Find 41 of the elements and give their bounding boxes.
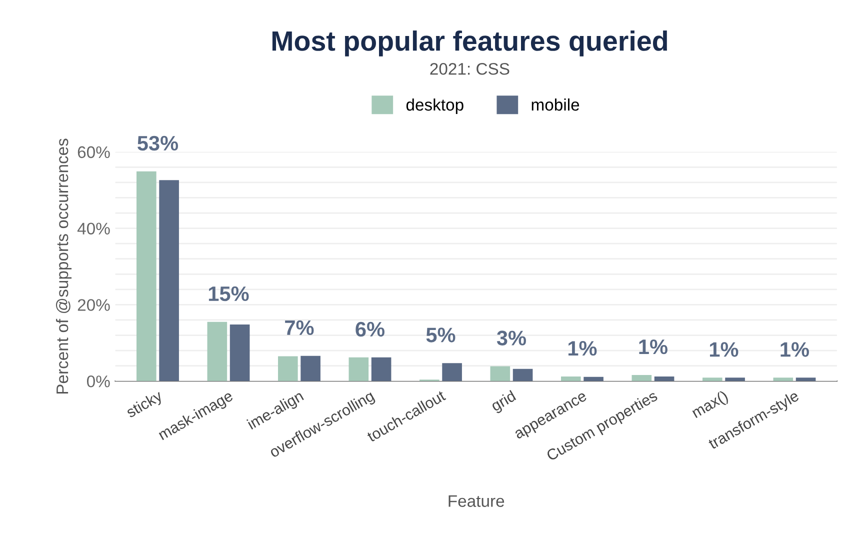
bar: [230, 324, 250, 382]
bar: [773, 378, 794, 382]
data-label: 7%: [285, 320, 314, 336]
data-label: 1%: [639, 340, 668, 354]
y-tick-label: 0%: [86, 375, 110, 388]
bar: [796, 378, 816, 382]
bar: [207, 322, 228, 382]
x-axis-title: Feature: [448, 495, 504, 507]
legend-label: mobile: [532, 98, 580, 111]
bar: [278, 356, 298, 382]
y-tick-label: 20%: [78, 299, 110, 311]
x-tick-label: grid: [490, 390, 518, 414]
bar: [654, 376, 674, 382]
bar: [584, 376, 604, 382]
bar: [632, 374, 652, 382]
y-tick-label: 40%: [77, 222, 110, 235]
bar: [371, 357, 392, 382]
bar: [348, 357, 369, 382]
data-label: 1%: [780, 342, 809, 357]
bar: [561, 376, 581, 382]
bar: [442, 363, 462, 382]
bar: [159, 180, 179, 382]
data-label: 53%: [138, 136, 178, 151]
bar: [725, 378, 745, 382]
bar: [136, 171, 156, 382]
data-label: 1%: [710, 342, 738, 357]
bar: [512, 368, 533, 382]
legend-label: desktop: [406, 98, 464, 114]
x-tick-label: sticky: [125, 389, 165, 421]
data-label: 6%: [356, 322, 384, 337]
bar: [490, 366, 510, 382]
data-label: 15%: [208, 286, 249, 302]
chart-title: Most popular features queried: [272, 30, 667, 56]
y-tick-label: 60%: [78, 146, 110, 158]
chart-subtitle: 2021: CSS: [430, 62, 510, 75]
data-label: 3%: [496, 330, 526, 346]
y-axis-title: Percent of @supports occurrences: [56, 138, 72, 394]
bar: [300, 356, 320, 382]
bar: [702, 378, 722, 382]
data-label: 5%: [426, 328, 456, 342]
data-label: 1%: [568, 341, 597, 356]
